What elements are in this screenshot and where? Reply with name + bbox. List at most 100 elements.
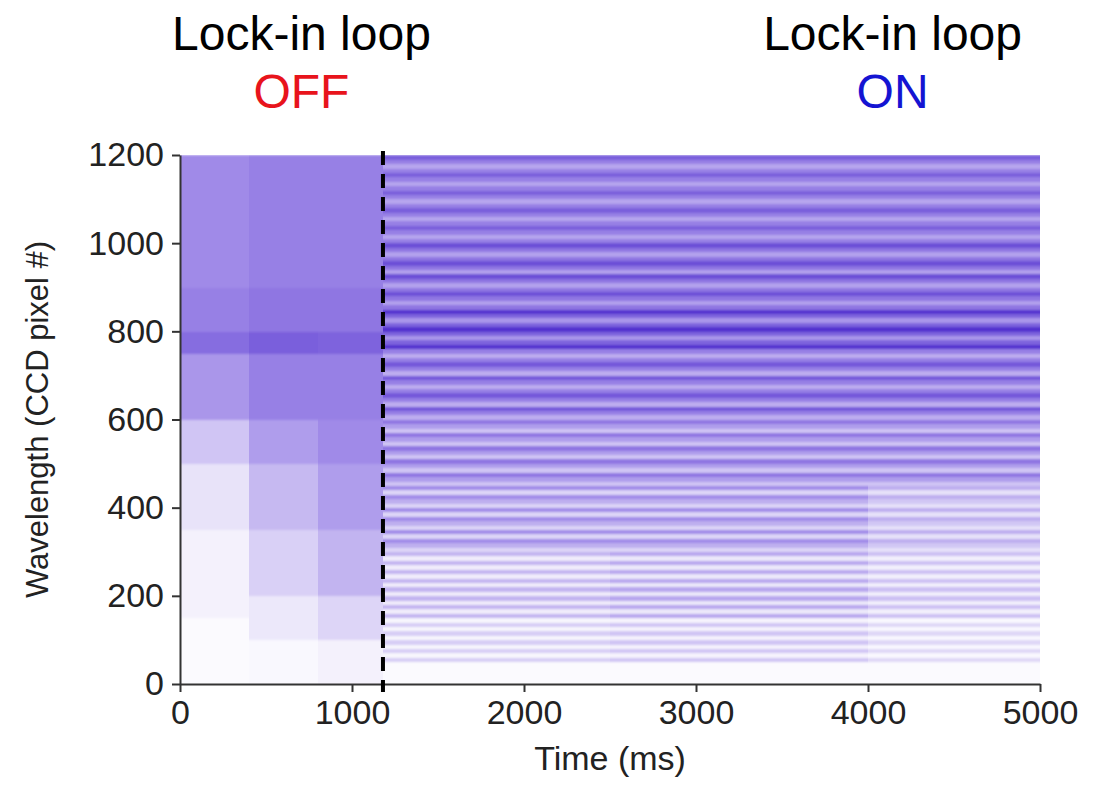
heatmap-cell (180, 521, 249, 526)
heatmap-cell (610, 238, 869, 243)
switch-line (381, 151, 385, 692)
heatmap-cell (610, 560, 869, 565)
heatmap-cell (383, 657, 611, 662)
heatmap-cell (383, 410, 611, 415)
heatmap-cell (249, 194, 318, 199)
heatmap-cell (249, 591, 318, 596)
heatmap-cell (249, 463, 318, 468)
heatmap-cell (180, 318, 249, 323)
heatmap-cell (249, 287, 318, 292)
heatmap-cell (610, 468, 869, 473)
heatmap-cell (180, 582, 249, 587)
heatmap-cell (180, 340, 249, 345)
heatmap-cell (868, 503, 1040, 508)
heatmap-cell (383, 159, 611, 164)
heatmap-cell (180, 371, 249, 376)
y-tick: 800 (107, 312, 180, 350)
heatmap-cell (610, 177, 869, 182)
heatmap-cell (180, 194, 249, 199)
heatmap-cell (610, 159, 869, 164)
heatmap-cell (383, 199, 611, 204)
heatmap-cell (383, 225, 611, 230)
heatmap-cell (180, 419, 249, 424)
heatmap-cell (383, 194, 611, 199)
heatmap-cell (180, 609, 249, 614)
heatmap-cell (610, 212, 869, 217)
tick-mark (352, 684, 354, 692)
heatmap-cell (383, 507, 611, 512)
heatmap-cell (383, 635, 611, 640)
heatmap-cell (318, 393, 384, 398)
heatmap-cell (610, 406, 869, 411)
heatmap-cell (383, 261, 611, 266)
heatmap-cell (180, 300, 249, 305)
heatmap-cell (180, 384, 249, 389)
heatmap-cell (610, 424, 869, 429)
heatmap-cell (868, 216, 1040, 221)
heatmap-cell (610, 380, 869, 385)
heatmap-cell (868, 609, 1040, 614)
heatmap-cell (180, 181, 249, 186)
heatmap-cell (318, 600, 384, 605)
heatmap-cell (383, 278, 611, 283)
heatmap-cell (868, 450, 1040, 455)
heatmap-cell (180, 618, 249, 623)
heatmap-cell (868, 291, 1040, 296)
heatmap-cell (318, 406, 384, 411)
heatmap-cell (180, 265, 249, 270)
heatmap-cell (180, 551, 249, 556)
heatmap-cell (868, 472, 1040, 477)
tick-label: 0 (145, 664, 164, 702)
heatmap-cell (180, 269, 249, 274)
heatmap-cell (610, 291, 869, 296)
heatmap-cell (868, 221, 1040, 226)
heatmap-cell (180, 164, 249, 169)
heatmap-cell (868, 596, 1040, 601)
heatmap-cell (249, 357, 318, 362)
heatmap-cell (868, 653, 1040, 658)
heatmap-cell (868, 375, 1040, 380)
heatmap-cell (610, 675, 869, 680)
heatmap-cell (249, 521, 318, 526)
heatmap-cell (249, 516, 318, 521)
heatmap-cell (318, 648, 384, 653)
heatmap-cell (610, 428, 869, 433)
heatmap-cell (383, 521, 611, 526)
axis-line (181, 684, 1041, 686)
heatmap-cell (383, 477, 611, 482)
heatmap-cell (868, 481, 1040, 486)
heatmap-cell (383, 424, 611, 429)
heatmap-cell (249, 177, 318, 182)
heatmap-cell (318, 305, 384, 310)
heatmap-cell (383, 388, 611, 393)
heatmap-cell (383, 168, 611, 173)
heatmap-cell (868, 225, 1040, 230)
heatmap-cell (318, 525, 384, 530)
heatmap-cell (610, 578, 869, 583)
heatmap-cell (383, 335, 611, 340)
heatmap-cell (383, 274, 611, 279)
heatmap-cell (383, 569, 611, 574)
heatmap-cell (383, 578, 611, 583)
heatmap-cell (180, 344, 249, 349)
heatmap-cell (249, 666, 318, 671)
heatmap-cell (868, 477, 1040, 482)
heatmap-cell (610, 485, 869, 490)
heatmap-cell (249, 582, 318, 587)
heatmap-cell (180, 322, 249, 327)
heatmap-cell (868, 247, 1040, 252)
heatmap-cell (383, 287, 611, 292)
tick-mark (696, 684, 698, 692)
heatmap-cell (868, 190, 1040, 195)
heatmap-cell (180, 155, 249, 160)
y-tick: 1000 (88, 224, 180, 262)
heatmap-cell (383, 432, 611, 437)
heatmap-cell (249, 635, 318, 640)
heatmap-cell (868, 622, 1040, 627)
heatmap-cell (868, 243, 1040, 248)
heatmap-cell (249, 494, 318, 499)
heatmap-cell (868, 551, 1040, 556)
heatmap-cell (318, 578, 384, 583)
heatmap-cell (180, 296, 249, 301)
heatmap-cell (868, 362, 1040, 367)
